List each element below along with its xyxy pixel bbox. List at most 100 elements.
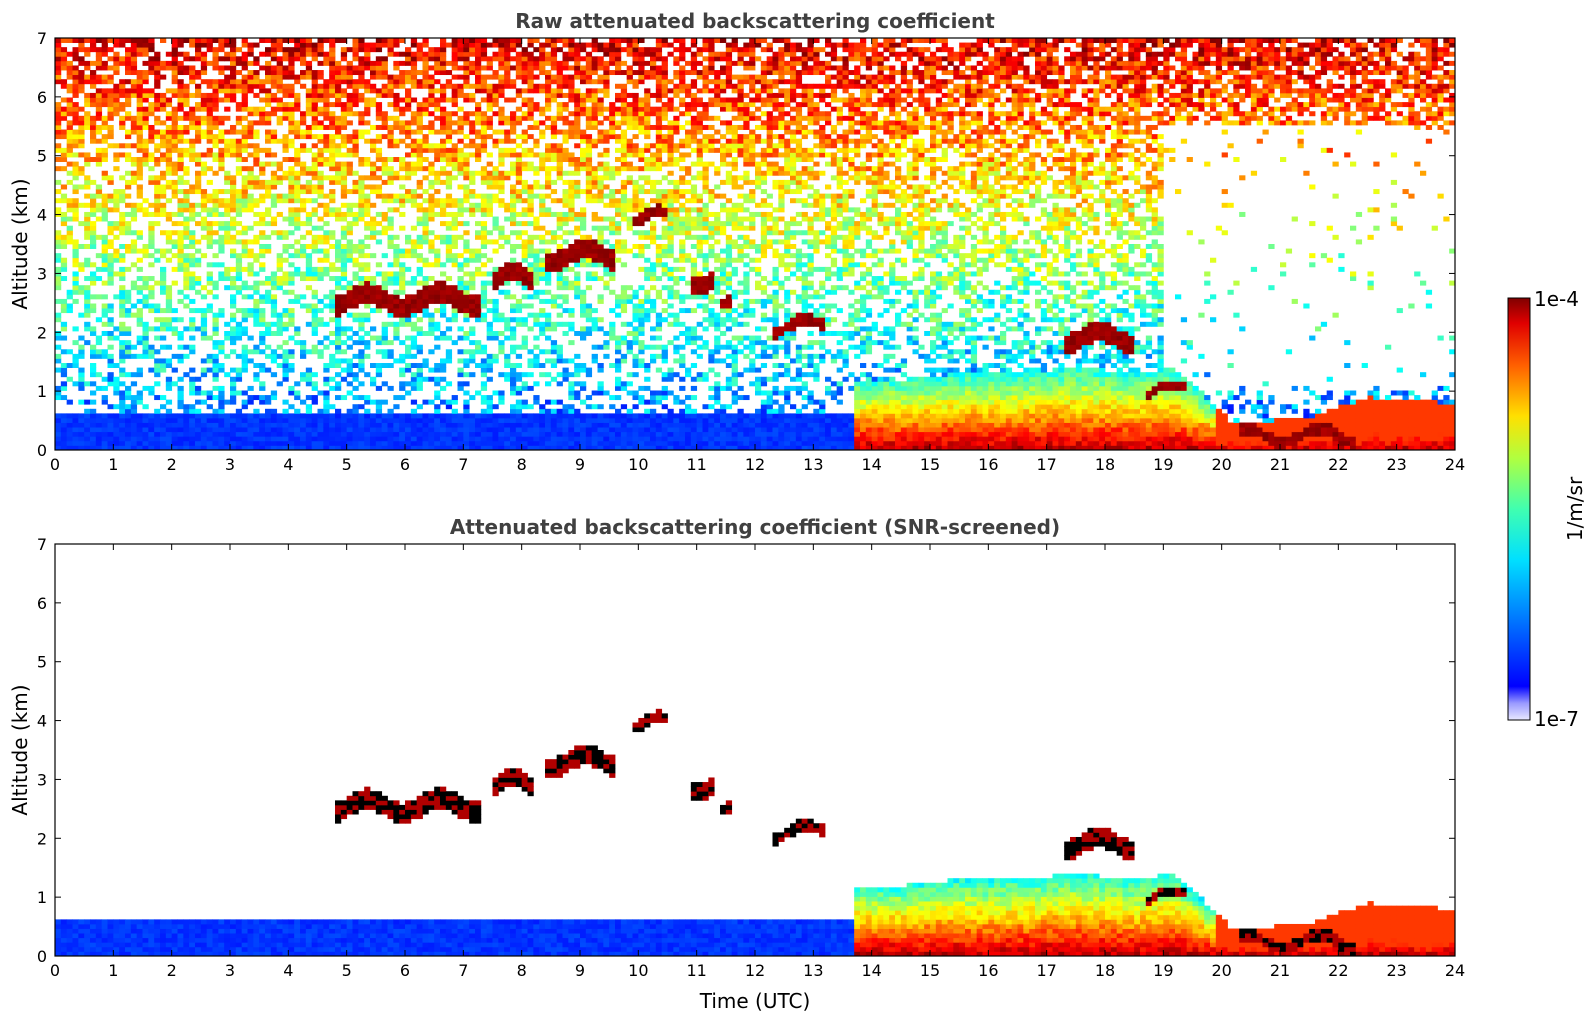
heatmap-cell	[125, 47, 132, 53]
heatmap-cell	[480, 143, 488, 149]
heatmap-cell	[440, 97, 447, 103]
heatmap-cell	[253, 74, 260, 80]
heatmap-cell	[183, 244, 190, 249]
heatmap-cell	[515, 445, 523, 451]
heatmap-cell	[434, 79, 441, 85]
heatmap-cell	[533, 363, 540, 368]
heatmap-cell	[177, 134, 184, 140]
heatmap-cell	[311, 239, 318, 245]
heatmap-cell	[457, 427, 464, 433]
heatmap-cell	[539, 312, 546, 318]
heatmap-cell	[265, 211, 272, 217]
heatmap-cell	[480, 436, 488, 442]
heatmap-cell	[323, 266, 330, 272]
heatmap-cell	[148, 179, 155, 185]
heatmap-cell	[218, 221, 225, 227]
heatmap-cell	[66, 83, 73, 89]
heatmap-cell	[95, 189, 103, 195]
heatmap-cell	[428, 230, 435, 236]
heatmap-cell	[364, 102, 371, 108]
heatmap-cell	[381, 193, 388, 199]
heatmap-cell	[95, 340, 103, 346]
heatmap-cell	[206, 38, 213, 43]
heatmap-cell	[276, 70, 283, 76]
heatmap-cell	[148, 88, 155, 94]
heatmap-cell	[212, 106, 219, 112]
heatmap-cell	[136, 147, 143, 153]
heatmap-cell	[107, 65, 114, 71]
heatmap-cell	[154, 335, 161, 341]
heatmap-cell	[136, 395, 143, 401]
heatmap-cell	[101, 38, 108, 43]
heatmap-cell	[358, 202, 365, 208]
heatmap-cell	[259, 166, 266, 172]
heatmap-cell	[504, 97, 511, 103]
heatmap-cell	[405, 92, 412, 98]
heatmap-cell	[218, 427, 225, 433]
heatmap-cell	[352, 408, 359, 414]
heatmap-cell	[60, 184, 68, 190]
heatmap-cell	[101, 413, 108, 419]
heatmap-cell	[282, 422, 289, 428]
heatmap-cell	[125, 97, 132, 103]
heatmap-cell	[335, 358, 342, 364]
heatmap-cell	[294, 193, 301, 199]
heatmap-cell	[241, 92, 248, 98]
heatmap-cell	[364, 276, 371, 282]
heatmap-cell	[515, 317, 523, 323]
heatmap-cell	[218, 440, 225, 446]
heatmap-cell	[265, 184, 272, 190]
heatmap-cell	[66, 230, 73, 236]
heatmap-cell	[370, 445, 377, 451]
heatmap-cell	[440, 440, 447, 446]
heatmap-cell	[370, 42, 377, 48]
heatmap-cell	[247, 124, 254, 130]
heatmap-cell	[562, 239, 569, 245]
heatmap-cell	[457, 161, 464, 167]
heatmap-cell	[475, 257, 482, 263]
heatmap-cell	[119, 372, 126, 378]
heatmap-cell	[247, 436, 254, 442]
heatmap-cell	[375, 102, 383, 108]
heatmap-cell	[323, 303, 330, 309]
heatmap-cell	[95, 335, 103, 341]
heatmap-cell	[119, 60, 126, 66]
heatmap-cell	[171, 38, 178, 43]
heatmap-cell	[416, 193, 423, 199]
heatmap-cell	[358, 207, 365, 213]
heatmap-cell	[265, 115, 272, 121]
heatmap-cell	[375, 431, 383, 437]
heatmap-cell	[247, 266, 254, 272]
heatmap-cell	[329, 175, 336, 181]
heatmap-cell	[416, 207, 423, 213]
heatmap-cell	[189, 344, 196, 350]
heatmap-cell	[241, 189, 248, 195]
heatmap-cell	[305, 417, 313, 423]
heatmap-cell	[130, 38, 138, 43]
heatmap-cell	[445, 111, 453, 117]
heatmap-cell	[457, 285, 464, 291]
heatmap-cell	[498, 60, 505, 66]
heatmap-cell	[364, 175, 371, 181]
heatmap-cell	[282, 436, 289, 442]
heatmap-cell	[294, 440, 301, 446]
heatmap-cell	[282, 340, 289, 346]
heatmap-cell	[521, 51, 528, 57]
heatmap-cell	[171, 138, 178, 144]
heatmap-cell	[381, 161, 388, 167]
heatmap-cell	[90, 47, 97, 53]
heatmap-cell	[212, 445, 219, 451]
heatmap-cell	[78, 422, 85, 428]
heatmap-cell	[160, 230, 167, 236]
heatmap-cell	[55, 179, 62, 185]
heatmap-cell	[311, 106, 318, 112]
heatmap-cell	[218, 385, 225, 391]
heatmap-cell	[539, 248, 546, 254]
heatmap-cell	[78, 436, 85, 442]
heatmap-cell	[346, 367, 353, 373]
heatmap-cell	[154, 65, 161, 71]
heatmap-cell	[498, 198, 505, 204]
heatmap-cell	[405, 234, 412, 240]
heatmap-cell	[463, 381, 470, 387]
heatmap-cell	[276, 161, 283, 167]
